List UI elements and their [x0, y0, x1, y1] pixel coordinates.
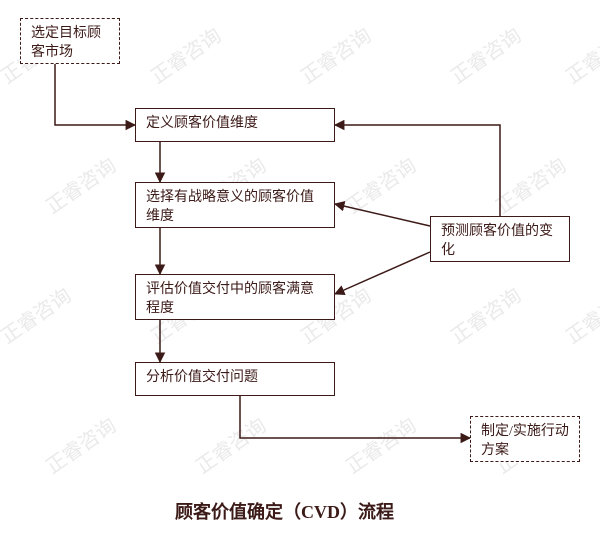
- caption-text: 顾客价值确定（CVD）流程: [175, 502, 394, 522]
- node-start: 选定目标顾客市场: [20, 18, 120, 64]
- node-label: 评估价值交付中的顾客满意程度: [146, 282, 314, 316]
- node-select: 选择有战略意义的顾客价值维度: [135, 182, 335, 228]
- node-analyze: 分析价值交付问题: [135, 362, 335, 396]
- edge-analyze-action: [240, 396, 470, 438]
- flowchart-canvas: 正睿咨询正睿咨询正睿咨询正睿咨询正睿咨询正睿咨询正睿咨询正睿咨询正睿咨询正睿咨询…: [0, 0, 600, 553]
- node-assess: 评估价值交付中的顾客满意程度: [135, 274, 335, 320]
- edge-predict-assess: [335, 252, 430, 294]
- edge-predict-define: [335, 125, 500, 216]
- edge-predict-select: [335, 204, 430, 226]
- node-label: 选定目标顾客市场: [31, 26, 101, 60]
- node-label: 定义顾客价值维度: [146, 116, 258, 131]
- node-label: 选择有战略意义的顾客价值维度: [146, 190, 314, 224]
- node-predict: 预测顾客价值的变化: [430, 216, 570, 262]
- node-action: 制定/实施行动方案: [470, 416, 580, 462]
- node-label: 预测顾客价值的变化: [441, 224, 553, 258]
- edge-start-define: [55, 64, 135, 125]
- node-define: 定义顾客价值维度: [135, 108, 335, 142]
- diagram-caption: 顾客价值确定（CVD）流程: [175, 498, 394, 524]
- node-label: 制定/实施行动方案: [481, 424, 569, 458]
- node-label: 分析价值交付问题: [146, 370, 258, 385]
